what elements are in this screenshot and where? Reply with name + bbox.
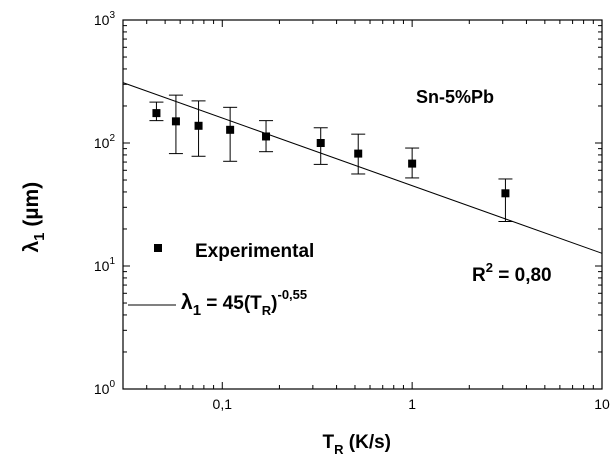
y-tick-base: 10: [94, 258, 110, 274]
x-axis-title-main: T: [323, 432, 335, 453]
data-point: [405, 147, 420, 179]
fit-line: [122, 82, 603, 254]
y-axis-title-rest: (µm): [20, 182, 43, 233]
data-points-layer: [149, 94, 513, 223]
data-point: [149, 101, 164, 122]
fit-label-lambda: λ: [181, 291, 193, 314]
fit-label-sup: -0,55: [277, 287, 307, 302]
data-marker: [152, 109, 161, 118]
x-axis-title: TR (K/s): [323, 432, 392, 457]
y-tick-exponent: 1: [109, 256, 115, 267]
y-tick-label: 100: [94, 379, 116, 397]
legend-experimental-label: Experimental: [195, 241, 314, 262]
data-point: [191, 100, 206, 157]
y-tick-base: 10: [94, 12, 110, 28]
fit-label-close: ): [271, 293, 277, 314]
r2-main: R: [472, 265, 486, 286]
data-marker: [171, 117, 180, 126]
r2-rest: = 0,80: [493, 265, 552, 286]
y-tick-exponent: 3: [109, 10, 115, 21]
y-tick-label: 102: [94, 133, 116, 151]
y-tick-exponent: 2: [109, 133, 115, 144]
y-tick-exponent: 0: [109, 379, 115, 390]
axis-ticks: [122, 19, 603, 390]
x-tick-label: 10: [594, 396, 610, 412]
data-point: [223, 106, 238, 162]
data-marker: [354, 149, 363, 158]
fit-label-sub2: R: [262, 303, 272, 318]
data-point: [168, 94, 183, 155]
x-axis-title-sub: R: [334, 442, 344, 457]
fit-curve-layer: [122, 82, 603, 254]
data-marker: [226, 125, 235, 134]
data-point: [259, 120, 274, 153]
data-marker: [408, 159, 417, 168]
x-tick-label: 1: [408, 396, 416, 412]
x-axis-title-rest: (K/s): [344, 432, 392, 453]
plot-frame: [122, 19, 603, 390]
plot-area: [122, 19, 603, 390]
data-marker: [194, 121, 203, 130]
legend-marker: [154, 244, 162, 252]
data-point: [313, 127, 328, 165]
fit-label-sub1: 1: [193, 302, 201, 319]
data-point: [351, 133, 366, 175]
y-tick-base: 10: [94, 381, 110, 397]
alloy-annotation: Sn-5%Pb: [416, 87, 494, 107]
r2-sup: 2: [486, 260, 493, 275]
y-tick-base: 10: [94, 135, 110, 151]
y-tick-label: 103: [94, 10, 116, 28]
y-axis-title-sub: 1: [31, 232, 48, 240]
data-marker: [316, 139, 325, 147]
y-axis-title-main: λ: [20, 241, 43, 253]
data-marker: [262, 132, 271, 141]
x-tick-label: 0,1: [213, 396, 233, 412]
legend-fit-label: λ1 = 45(TR)-0,55: [181, 287, 307, 319]
data-point: [498, 178, 513, 223]
data-marker: [501, 189, 510, 198]
r-squared-annotation: R2 = 0,80: [472, 260, 552, 286]
fit-label-mid: = 45(T: [201, 293, 262, 314]
y-axis-title: λ1 (µm): [20, 182, 48, 253]
y-tick-label: 101: [94, 256, 116, 274]
